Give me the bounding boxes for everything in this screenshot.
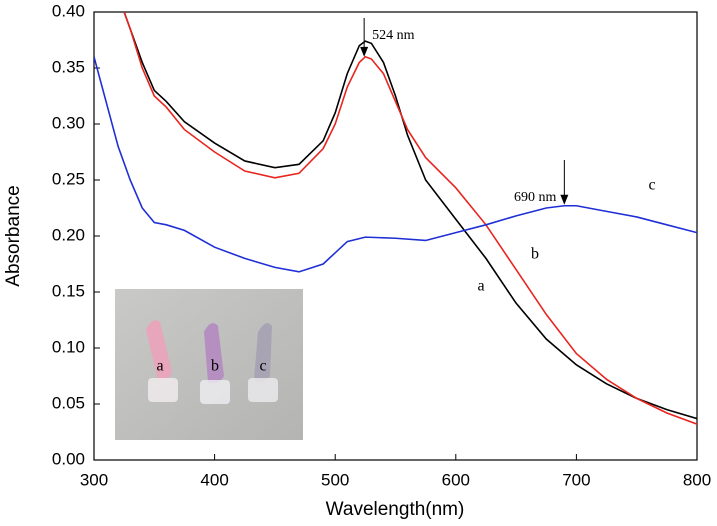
y-tick-label: 0.15 <box>52 281 85 300</box>
curve-label: a <box>477 278 484 295</box>
y-tick-label: 0.10 <box>52 337 85 356</box>
spectrum-line <box>123 12 697 425</box>
y-tick-label: 0.25 <box>52 169 85 188</box>
cap-a <box>148 378 178 402</box>
y-tick-label: 0.00 <box>52 449 85 468</box>
photo-label: c <box>259 358 266 375</box>
annotation-label: 690 nm <box>514 190 557 205</box>
x-tick-label: 400 <box>200 470 228 489</box>
x-axis-title: Wavelength(nm) <box>326 499 465 520</box>
y-axis-title: Absorbance <box>3 185 24 286</box>
x-tick-label: 700 <box>562 470 590 489</box>
spectrum-line <box>123 12 697 420</box>
tube-a <box>146 320 172 381</box>
x-tick-label: 500 <box>321 470 349 489</box>
plot-lines <box>94 12 697 425</box>
photo-label: b <box>211 358 219 375</box>
y-tick-label: 0.35 <box>52 57 85 76</box>
photo-label: a <box>156 358 163 375</box>
spectrum-line <box>94 56 697 273</box>
curve-label: b <box>531 246 539 263</box>
tube-b <box>204 323 224 384</box>
cap-b <box>200 380 230 404</box>
x-tick-label: 800 <box>683 470 711 489</box>
inset-photo <box>115 289 303 440</box>
annotation-label: 524 nm <box>372 28 415 43</box>
x-tick-label: 600 <box>442 470 470 489</box>
y-tick-label: 0.05 <box>52 393 85 412</box>
cap-c <box>248 378 278 402</box>
curve-label: c <box>648 177 655 194</box>
y-tick-label: 0.30 <box>52 113 85 132</box>
y-tick-label: 0.20 <box>52 225 85 244</box>
arrow-head <box>560 194 569 205</box>
x-tick-label: 300 <box>80 470 108 489</box>
tube-c <box>254 323 272 383</box>
arrow-head <box>360 46 369 57</box>
y-tick-label: 0.40 <box>52 1 85 20</box>
